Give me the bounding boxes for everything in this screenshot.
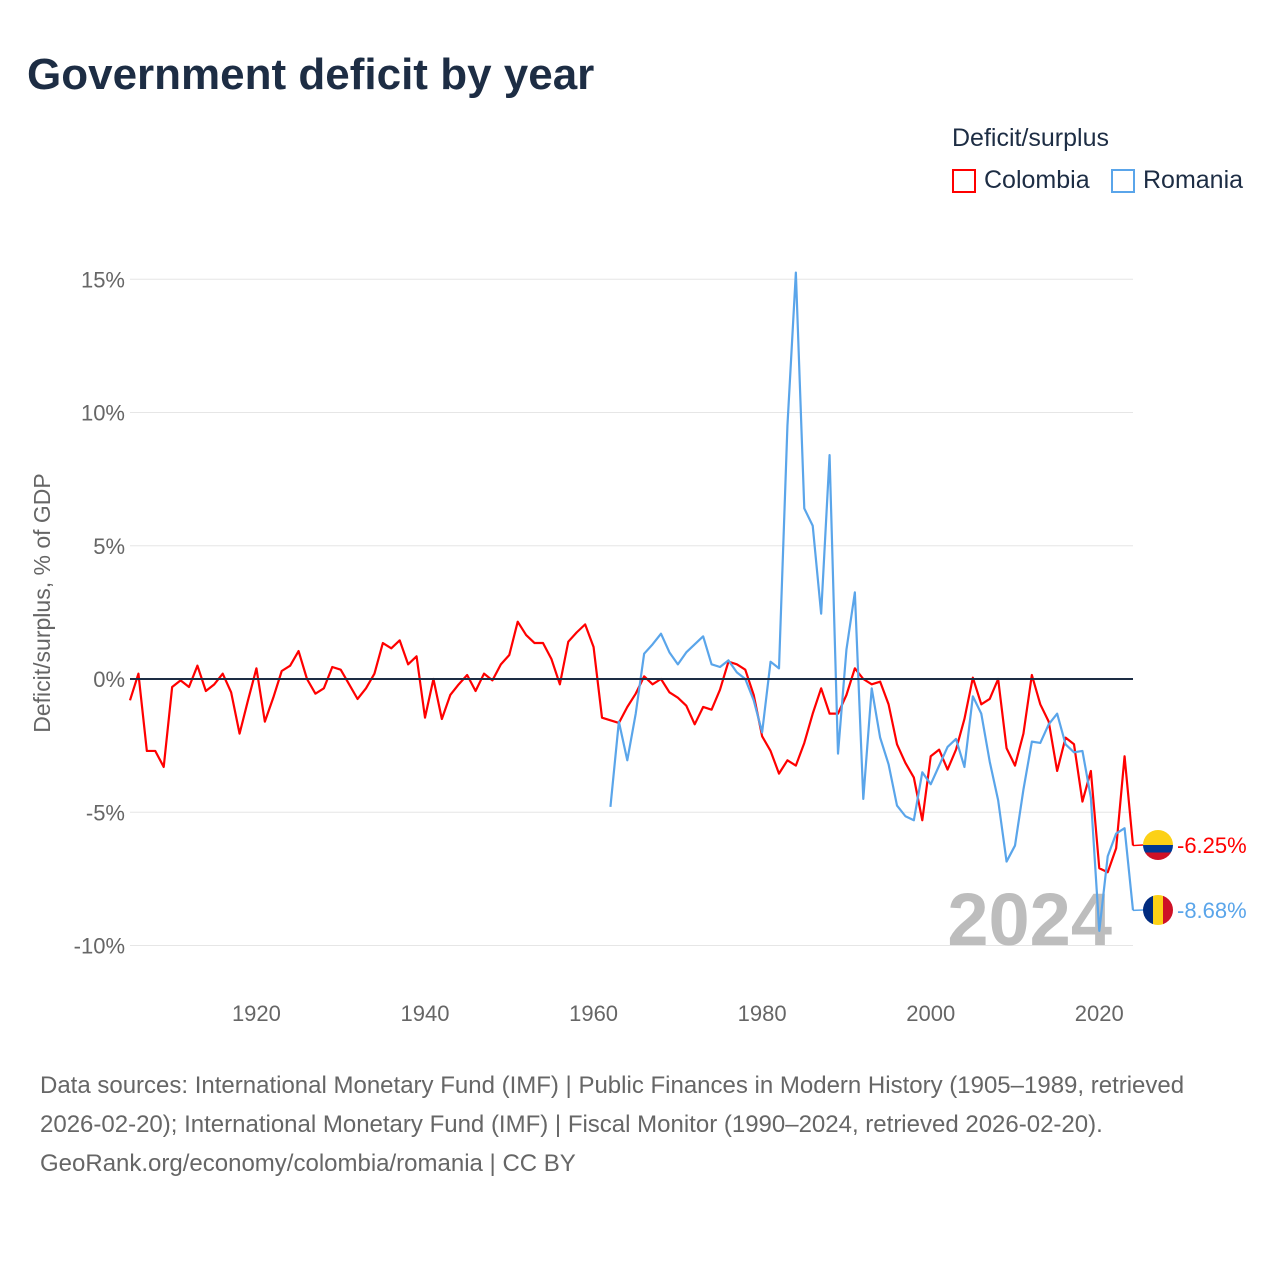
line-chart: 15% 10% 5% 0% -5% -10% 1920 1940 1960 1980 2000 202… — [29, 267, 1247, 1026]
legend-item-colombia[interactable]: Colombia — [952, 166, 1090, 195]
y-axis-label: Deficit/surplus, % of GDP — [29, 473, 55, 732]
footer: Data sources: International Monetary Fun… — [40, 1066, 1240, 1183]
data-sources: Data sources: International Monetary Fun… — [40, 1072, 1185, 1138]
end-connector — [1132, 844, 1144, 847]
series-line-colombia — [128, 620, 1135, 874]
legend-label: Romania — [1143, 166, 1244, 194]
y-tick-label: 0% — [93, 667, 125, 692]
flag-stripe — [1143, 852, 1173, 860]
flag-stripe — [1143, 895, 1153, 925]
y-tick-label: -10% — [74, 934, 125, 959]
legend-swatch-romania — [1111, 168, 1135, 193]
flag-icon-colombia — [1143, 830, 1173, 860]
y-tick-label: 15% — [81, 267, 125, 292]
legend-swatch-colombia — [952, 168, 976, 193]
flag-stripe — [1143, 845, 1173, 853]
series-line-romania — [609, 271, 1135, 932]
x-tick-label: 1960 — [569, 1001, 618, 1026]
credit-link[interactable]: GeoRank.org/economy/colombia/romania | C… — [40, 1150, 576, 1177]
x-tick-label: 2000 — [906, 1001, 955, 1026]
x-tick-label: 2020 — [1075, 1001, 1124, 1026]
end-value-label: -6.25% — [1177, 833, 1247, 858]
legend-label: Colombia — [984, 166, 1090, 194]
y-tick-label: 5% — [93, 534, 125, 559]
flag-stripe — [1153, 895, 1163, 925]
current-year-watermark: 2024 — [947, 878, 1112, 961]
flag-stripe — [1163, 895, 1173, 925]
flag-icon-romania — [1143, 895, 1173, 925]
legend-title: Deficit/surplus — [952, 124, 1109, 152]
chart-title: Government deficit by year — [27, 50, 595, 99]
x-tick-label: 1980 — [738, 1001, 787, 1026]
y-tick-label: -5% — [86, 800, 125, 825]
legend-item-romania[interactable]: Romania — [1111, 166, 1243, 195]
x-tick-label: 1920 — [232, 1001, 281, 1026]
flag-stripe — [1143, 830, 1173, 845]
x-tick-label: 1940 — [401, 1001, 450, 1026]
end-value-label: -8.68% — [1177, 898, 1247, 923]
y-tick-label: 10% — [81, 401, 125, 426]
